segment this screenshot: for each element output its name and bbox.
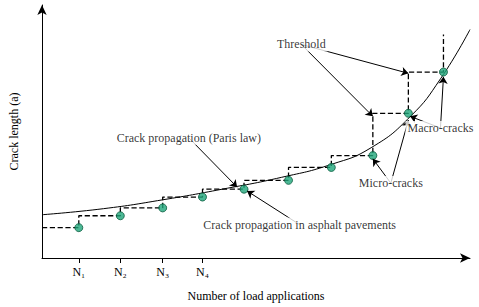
svg-text:Macro-cracks: Macro-cracks (407, 121, 473, 135)
svg-text:N₃: N₃ (156, 265, 169, 279)
svg-text:Crack propagation (Paris law): Crack propagation (Paris law) (117, 131, 261, 145)
svg-text:Crack propagation in asphalt p: Crack propagation in asphalt pavements (203, 218, 396, 232)
svg-text:N₁: N₁ (72, 265, 85, 279)
svg-text:Micro-cracks: Micro-cracks (359, 176, 423, 190)
svg-text:Crack length (a): Crack length (a) (7, 93, 21, 171)
svg-text:N₄: N₄ (196, 265, 209, 279)
svg-text:Number of load applications: Number of load applications (188, 289, 325, 303)
svg-text:N₂: N₂ (114, 265, 127, 279)
svg-text:Threshold: Threshold (277, 37, 326, 51)
